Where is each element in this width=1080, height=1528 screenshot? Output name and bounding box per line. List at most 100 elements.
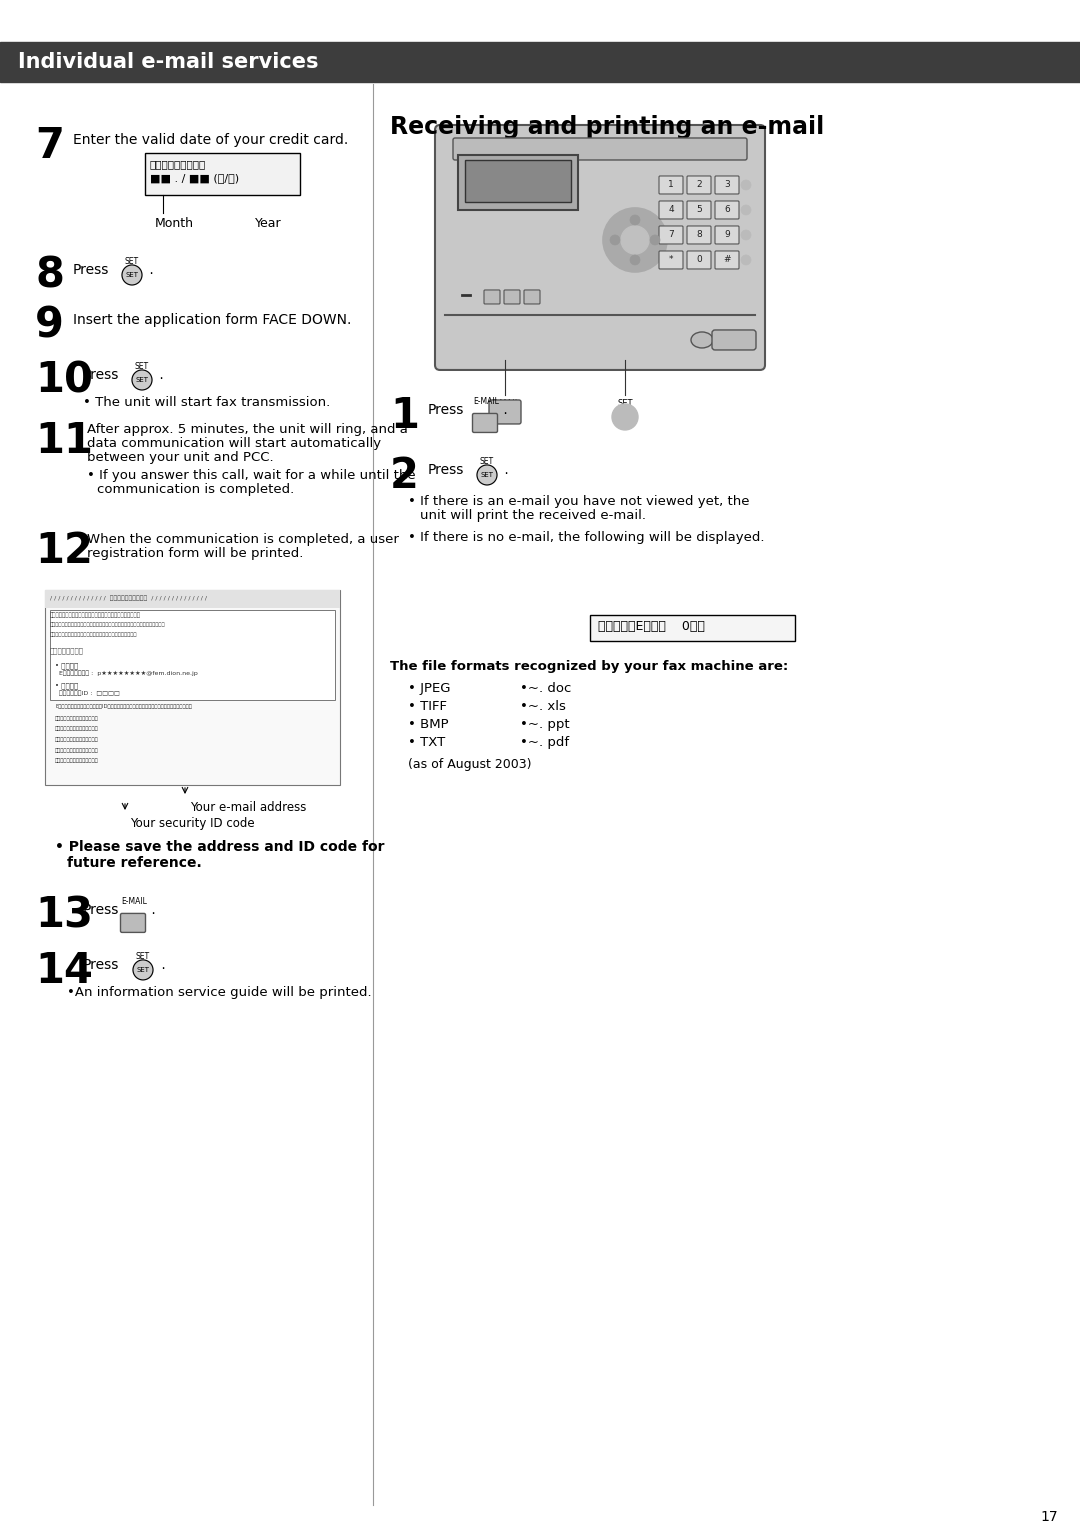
Text: • If there is no e-mail, the following will be displayed.: • If there is no e-mail, the following w… (408, 530, 765, 544)
FancyBboxPatch shape (659, 226, 683, 244)
FancyBboxPatch shape (715, 202, 739, 219)
Text: future reference.: future reference. (67, 856, 202, 869)
Ellipse shape (691, 332, 713, 348)
Text: 7: 7 (669, 231, 674, 240)
Text: 14: 14 (35, 950, 93, 992)
FancyBboxPatch shape (659, 251, 683, 269)
Text: Month: Month (156, 217, 194, 231)
Text: セキュリティID :  □□□□: セキュリティID : □□□□ (55, 691, 120, 695)
Text: にず記録しておいてください。: にず記録しておいてください。 (55, 726, 98, 730)
Text: SET: SET (125, 257, 139, 266)
Text: E-MAIL: E-MAIL (121, 897, 147, 906)
Text: 1: 1 (669, 180, 674, 189)
Text: ミジュシンEメール    0ケン: ミジュシンEメール 0ケン (598, 620, 705, 633)
Text: SET: SET (135, 362, 149, 371)
Text: • あなたの: • あなたの (55, 662, 78, 669)
Text: にず記録しておいてください。: にず記録しておいてください。 (55, 747, 98, 753)
Text: 2: 2 (697, 180, 702, 189)
Text: Receiving and printing an e-mail: Receiving and printing an e-mail (390, 115, 824, 139)
Text: •~. ppt: •~. ppt (519, 718, 569, 730)
Text: registration form will be printed.: registration form will be printed. (87, 547, 303, 559)
Circle shape (603, 208, 667, 272)
FancyBboxPatch shape (504, 290, 519, 304)
Text: SET: SET (481, 472, 494, 478)
Text: (as of August 2003): (as of August 2003) (408, 758, 531, 772)
Text: .: . (500, 463, 509, 477)
Circle shape (610, 235, 620, 244)
Text: 4: 4 (669, 205, 674, 214)
Circle shape (630, 215, 640, 225)
FancyBboxPatch shape (435, 125, 765, 370)
Text: •An information service guide will be printed.: •An information service guide will be pr… (67, 986, 372, 999)
FancyBboxPatch shape (687, 251, 711, 269)
Text: When the communication is completed, a user: When the communication is completed, a u… (87, 533, 399, 545)
Text: 5: 5 (697, 205, 702, 214)
Text: あなたの電話番号: あなたの電話番号 (50, 646, 84, 654)
Text: • The unit will start fax transmission.: • The unit will start fax transmission. (83, 396, 330, 410)
Circle shape (133, 960, 153, 979)
Circle shape (630, 255, 640, 264)
Text: 10: 10 (35, 361, 93, 402)
Text: Press: Press (83, 958, 120, 972)
Text: 6: 6 (724, 205, 730, 214)
Text: • あなたの: • あなたの (55, 681, 78, 689)
FancyBboxPatch shape (489, 400, 521, 423)
Bar (145, 153, 300, 196)
FancyBboxPatch shape (473, 414, 498, 432)
Text: *: * (669, 255, 673, 264)
Bar (45, 590, 340, 785)
Circle shape (621, 226, 649, 254)
Text: The file formats recognized by your fax machine are:: The file formats recognized by your fax … (390, 660, 788, 672)
FancyBboxPatch shape (659, 176, 683, 194)
Text: E-MAIL: E-MAIL (473, 397, 499, 406)
Text: 9: 9 (35, 306, 64, 347)
Text: After approx. 5 minutes, the unit will ring, and a: After approx. 5 minutes, the unit will r… (87, 423, 408, 435)
Text: EメールアドレスとセキュリティIDは、新サービスの登録時や変更届けの際に必要になります。: EメールアドレスとセキュリティIDは、新サービスの登録時や変更届けの際に必要にな… (55, 704, 192, 709)
FancyBboxPatch shape (715, 226, 739, 244)
Text: Press: Press (83, 368, 120, 382)
Text: 11: 11 (35, 420, 93, 461)
Text: •~. doc: •~. doc (519, 681, 571, 695)
Bar (0, 41, 1080, 83)
Text: このたびは、「おたってサービス」にお申し込みいただきありがとうございます。: このたびは、「おたってサービス」にお申し込みいただきありがとうございます。 (50, 622, 165, 626)
Text: .: . (147, 903, 156, 917)
Text: 9: 9 (724, 231, 730, 240)
FancyBboxPatch shape (453, 138, 747, 160)
Text: .: . (145, 263, 153, 277)
Text: SET: SET (136, 967, 149, 973)
FancyBboxPatch shape (687, 176, 711, 194)
Text: Press: Press (428, 403, 464, 417)
Circle shape (650, 235, 660, 244)
Text: E-MAIL: E-MAIL (490, 399, 519, 408)
FancyBboxPatch shape (715, 176, 739, 194)
Text: between your unit and PCC.: between your unit and PCC. (87, 451, 273, 465)
Text: / / / / / / / / / / / / / /  ユーザー登録完了：内  / / / / / / / / / / / / / /: / / / / / / / / / / / / / / ユーザー登録完了：内 /… (50, 594, 207, 601)
Text: • Please save the address and ID code for: • Please save the address and ID code fo… (55, 840, 384, 854)
Text: にず記録しておいてください。: にず記録しておいてください。 (55, 758, 98, 762)
Text: ユウコウキゲッン？: ユウコウキゲッン？ (150, 159, 206, 170)
Text: SET: SET (135, 377, 149, 384)
FancyBboxPatch shape (687, 226, 711, 244)
Text: 必ず記録しておいてください。: 必ず記録しておいてください。 (55, 717, 98, 721)
Text: 0: 0 (697, 255, 702, 264)
Circle shape (741, 205, 751, 215)
FancyBboxPatch shape (715, 251, 739, 269)
Bar (45, 590, 340, 608)
Text: SET: SET (618, 399, 633, 408)
Text: Individual e-mail services: Individual e-mail services (18, 52, 319, 72)
Text: .: . (499, 403, 508, 417)
Text: data communication will start automatically: data communication will start automatica… (87, 437, 381, 449)
Circle shape (122, 264, 141, 286)
Bar (590, 614, 795, 640)
Circle shape (741, 180, 751, 189)
FancyBboxPatch shape (712, 330, 756, 350)
Circle shape (741, 231, 751, 240)
Text: Your security ID code: Your security ID code (130, 817, 255, 830)
Text: 7: 7 (35, 125, 64, 167)
Text: •~. pdf: •~. pdf (519, 736, 569, 749)
Text: Insert the application form FACE DOWN.: Insert the application form FACE DOWN. (73, 313, 351, 327)
Text: おたくサービスにお申し込みいただきありがとうございます。: おたくサービスにお申し込みいただきありがとうございます。 (50, 633, 137, 637)
Circle shape (741, 255, 751, 264)
Text: 8: 8 (697, 231, 702, 240)
Text: Enter the valid date of your credit card.: Enter the valid date of your credit card… (73, 133, 348, 147)
